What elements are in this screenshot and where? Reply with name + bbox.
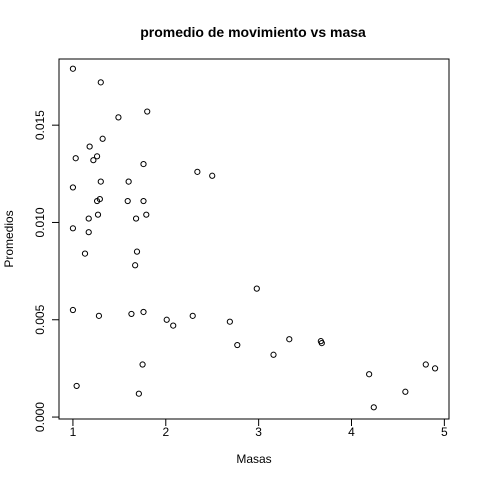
data-point (209, 172, 216, 179)
data-point (143, 211, 150, 218)
data-point (94, 211, 102, 218)
data-point (72, 155, 79, 162)
data-point (226, 318, 233, 325)
data-point (90, 157, 97, 164)
data-point (135, 390, 142, 397)
data-point (140, 160, 147, 168)
data-point (95, 312, 103, 319)
data-point (189, 312, 196, 319)
data-point (140, 197, 147, 205)
data-points (69, 65, 439, 411)
x-tick-label: 3 (255, 425, 262, 439)
data-point (133, 248, 141, 255)
data-point (97, 178, 104, 185)
data-point (422, 361, 429, 368)
x-tick-label: 2 (162, 425, 169, 439)
x-axis-label: Masas (236, 452, 271, 466)
data-point (366, 371, 373, 378)
data-point (125, 178, 132, 185)
y-tick-label: 0.005 (33, 304, 47, 334)
data-point (318, 340, 325, 347)
data-point (270, 351, 277, 358)
data-point (81, 250, 89, 257)
data-point (234, 341, 241, 349)
y-tick-label: 0.000 (33, 402, 47, 432)
data-point (431, 365, 439, 372)
data-point (99, 135, 106, 142)
plot-area-frame (58, 58, 450, 420)
data-point (73, 382, 80, 390)
data-point (144, 108, 151, 115)
data-point (85, 229, 92, 236)
x-tick-label: 4 (348, 425, 355, 439)
x-tick-label: 1 (70, 425, 77, 439)
data-point (194, 168, 201, 175)
chart-title: promedio de movimiento vs masa (140, 24, 366, 40)
data-point (69, 225, 77, 232)
data-point (93, 153, 101, 160)
data-point (139, 361, 146, 368)
x-axis: 1 2 3 4 5 (70, 418, 448, 439)
data-point (86, 143, 93, 150)
y-axis-label: Promedios (2, 210, 16, 267)
data-point (97, 79, 104, 86)
data-point (402, 388, 409, 395)
data-point (370, 404, 377, 411)
data-point (132, 215, 140, 222)
data-point (132, 262, 139, 269)
data-point (163, 316, 170, 323)
data-point (286, 336, 293, 343)
data-point (69, 184, 77, 191)
y-tick-label: 0.010 (33, 207, 47, 237)
data-point (124, 197, 131, 205)
y-axis: 0.000 0.005 0.010 0.015 (33, 110, 60, 432)
data-point (69, 306, 77, 314)
data-point (85, 215, 92, 222)
data-point (170, 322, 177, 329)
data-point (140, 308, 147, 316)
x-tick-label: 5 (441, 425, 448, 439)
data-point (115, 114, 122, 121)
data-point (93, 197, 101, 205)
data-point (253, 285, 260, 292)
data-point (69, 65, 77, 72)
y-tick-label: 0.015 (33, 110, 47, 140)
data-point (128, 310, 135, 318)
